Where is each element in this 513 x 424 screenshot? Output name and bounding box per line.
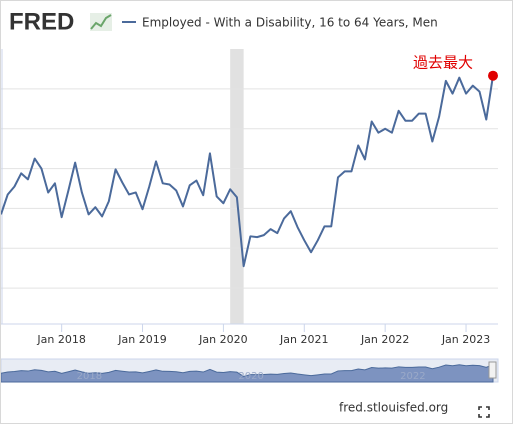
navigator-handle[interactable] xyxy=(488,361,497,379)
navigator-series xyxy=(1,363,494,383)
recession-band xyxy=(230,49,244,324)
x-tick-label: Jan 2022 xyxy=(360,333,409,346)
navigator-label: 2020 xyxy=(238,371,263,382)
navigator-label: 2022 xyxy=(400,371,425,382)
x-tick-label: Jan 2019 xyxy=(117,333,166,346)
logo-icon xyxy=(90,13,112,31)
highlight-point xyxy=(488,70,498,81)
x-tick-label: Jan 2023 xyxy=(441,333,490,346)
series-line xyxy=(1,75,494,268)
navigator-label: 2018 xyxy=(77,371,102,382)
fullscreen-icon[interactable] xyxy=(478,406,490,418)
x-tick-label: Jan 2021 xyxy=(279,333,328,346)
legend-label: Employed - With a Disability, 16 to 64 Y… xyxy=(142,16,438,30)
annotation: 過去最大 xyxy=(413,54,473,72)
brand-logo: FRED xyxy=(9,8,74,35)
x-tick-label: Jan 2018 xyxy=(36,333,85,346)
x-tick-label: Jan 2020 xyxy=(198,333,247,346)
source-label: fred.stlouisfed.org xyxy=(339,401,448,415)
